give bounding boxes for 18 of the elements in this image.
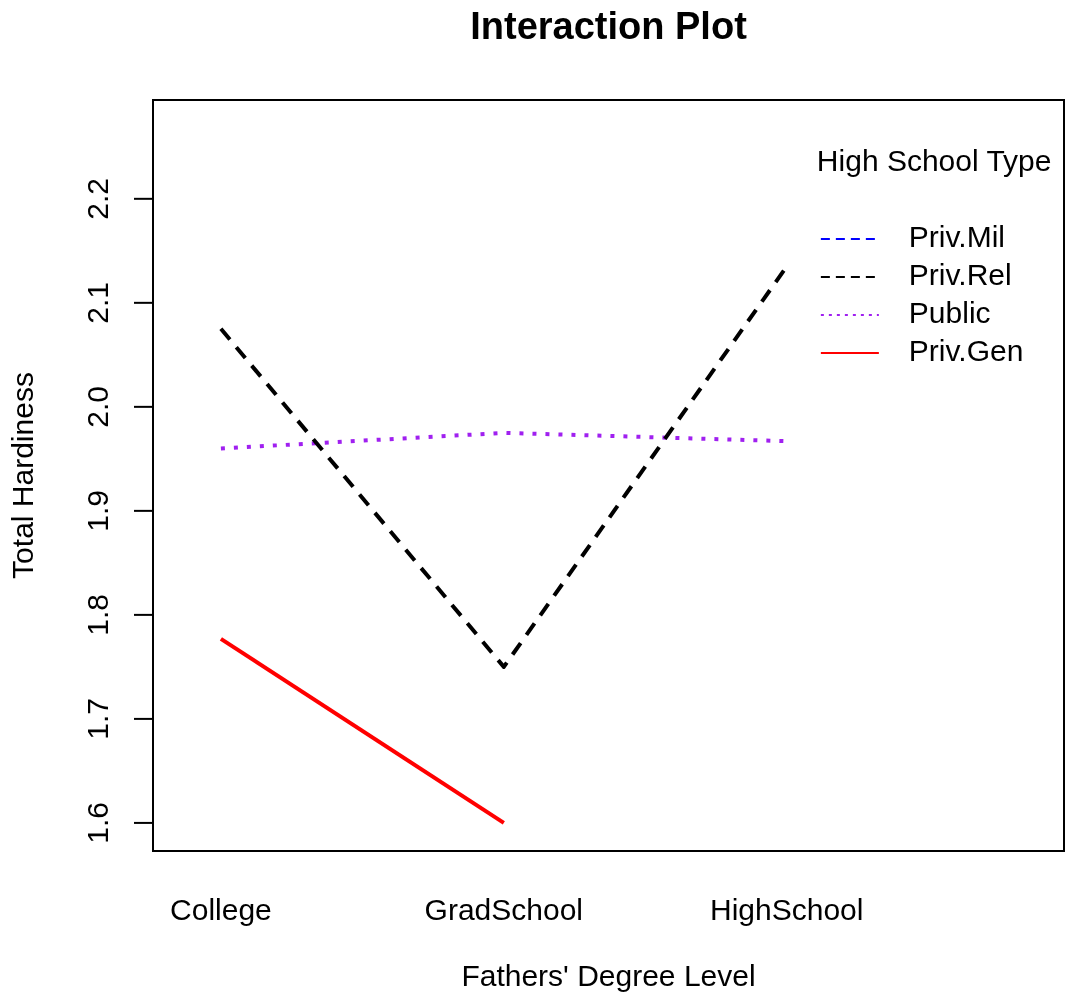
legend-title: High School Type [816,144,1052,178]
x-tick-label: HighSchool [710,893,864,927]
x-axis-title: Fathers' Degree Level [461,959,756,993]
legend-label: Priv.Mil [908,220,1005,254]
legend-label: Priv.Rel [908,258,1012,292]
y-tick-label: 2.1 [81,281,115,324]
y-tick-label: 1.8 [81,594,115,636]
legend-label: Priv.Gen [908,334,1024,368]
y-tick-label: 1.7 [81,698,115,740]
y-tick-label: 2.2 [81,177,115,220]
x-tick-label: College [170,893,272,927]
chart-title: Interaction Plot [470,5,748,48]
y-axis-title: Total Hardiness [6,372,40,579]
y-tick-label: 1.9 [81,490,115,532]
x-tick-label: GradSchool [424,893,584,927]
legend-label: Public [908,296,991,330]
y-tick-label: 2.0 [81,385,115,428]
y-tick-label: 1.6 [81,802,115,844]
